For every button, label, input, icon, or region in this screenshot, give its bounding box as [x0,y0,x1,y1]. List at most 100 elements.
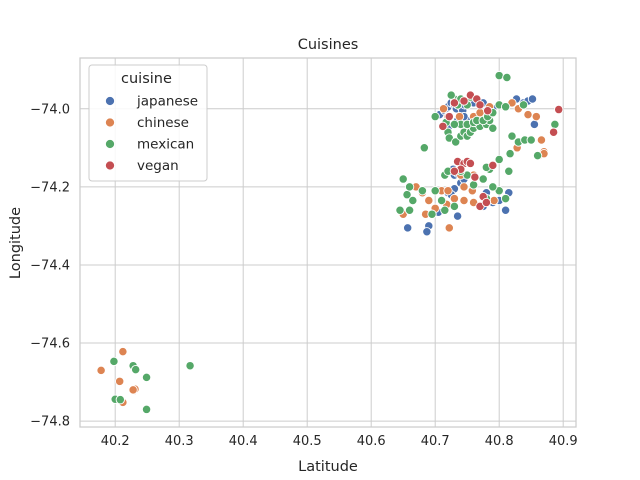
legend-entries: japanese chinese mexican vegan [104,94,198,174]
data-point-vegan [548,127,559,137]
x-tick-label: 40.2 [101,434,130,449]
x-tick-label: 40.6 [357,434,386,449]
data-point-chinese [459,195,469,206]
data-point-mexican [505,149,515,159]
data-point-mexican [500,193,511,204]
data-point-mexican [532,150,543,161]
data-point-mexican [494,70,504,81]
y-tick-label: −74.8 [30,415,70,430]
data-point-mexican [502,72,512,83]
data-point-mexican [507,131,517,141]
data-point-mexican [550,119,560,130]
data-point-vegan [465,158,476,169]
data-point-mexican [494,154,504,165]
data-point-mexican [449,119,460,130]
data-point-japanese [403,223,413,233]
data-point-japanese [422,227,432,237]
chart-title: Cuisines [298,37,359,53]
x-tick-label: 40.4 [229,434,258,449]
data-point-chinese [489,195,499,206]
data-point-chinese [459,182,469,192]
data-point-mexican [395,205,405,215]
data-point-mexican [430,186,440,196]
legend-label-vegan: vegan [137,158,179,174]
data-point-mexican [404,205,415,215]
data-point-japanese [529,119,540,130]
data-point-chinese [424,195,434,206]
data-point-chinese [531,111,541,122]
data-point-japanese [527,94,538,104]
y-tick-label: −74.6 [30,337,70,352]
tick-labels: 40.2 40.3 40.4 40.5 40.6 40.7 40.8 40.9 −74.0 −74… [30,102,578,449]
data-point-vegan [444,111,454,122]
data-point-mexican [141,404,152,415]
data-point-mexican [430,111,440,122]
plot-frame [79,57,577,428]
data-point-vegan [475,100,485,110]
data-point-chinese [536,135,547,145]
legend-marker-chinese [104,117,116,128]
legend-label-mexican: mexican [137,137,194,153]
legend-marker-japanese [104,95,116,107]
data-point-chinese [475,108,485,118]
data-point-mexican [518,100,529,110]
data-point-mexican [500,102,511,112]
data-point-chinese [115,376,125,386]
data-point-mexican [451,137,461,147]
data-point-mexican [436,195,447,206]
data-point-vegan [449,166,460,176]
data-point-vegan [488,160,498,171]
x-tick-label: 40.9 [549,434,578,449]
data-point-vegan [554,104,564,115]
x-tick-label: 40.8 [485,434,514,449]
legend-label-chinese: chinese [137,115,189,131]
data-point-mexican [488,182,498,192]
data-point-mexican [504,166,514,176]
data-point-japanese [452,211,463,221]
legend-marker-mexican [104,138,116,150]
data-point-mexican [185,361,195,371]
data-point-chinese [118,346,128,357]
y-tick-label: −74.0 [30,102,70,117]
data-point-mexican [141,372,152,383]
data-point-mexican [131,364,141,375]
data-point-vegan [470,172,480,182]
data-point-chinese [438,104,449,114]
data-point-vegan [481,197,492,208]
data-point-vegan [459,96,469,106]
y-tick-label: −74.4 [30,258,70,273]
y-axis-label: Longitude [8,207,24,279]
data-point-mexican [404,182,415,192]
y-tick-label: −74.2 [30,180,70,195]
data-point-mexican [440,205,450,215]
data-point-vegan [449,98,460,108]
data-point-vegan [438,121,448,131]
legend-marker-vegan [104,160,116,171]
data-point-chinese [449,193,460,204]
data-point-vegan [483,106,493,116]
data-point-japanese [500,205,511,215]
data-point-mexican [408,195,418,206]
data-point-mexican [468,180,479,190]
data-point-mexican [446,90,456,100]
series-vegan [438,90,564,212]
data-point-mexican [526,135,536,145]
data-point-mexican [109,356,119,367]
scatter-points [96,70,564,415]
data-point-mexican [449,201,460,212]
data-point-chinese [128,385,138,395]
data-point-mexican [427,209,437,219]
data-point-chinese [523,109,533,120]
legend-title: cuisine [121,71,172,87]
data-point-chinese [444,223,454,233]
data-point-chinese [454,111,465,122]
data-point-mexican [417,186,428,196]
data-point-chinese [96,365,106,376]
x-axis-label: Latitude [298,459,358,475]
data-point-mexican [115,395,125,405]
data-point-chinese [443,186,453,196]
x-tick-label: 40.5 [293,434,322,449]
legend: cuisine japanese chinese mexican vegan [88,64,208,182]
legend-label-japanese: japanese [136,94,198,110]
legend-box [88,64,208,182]
